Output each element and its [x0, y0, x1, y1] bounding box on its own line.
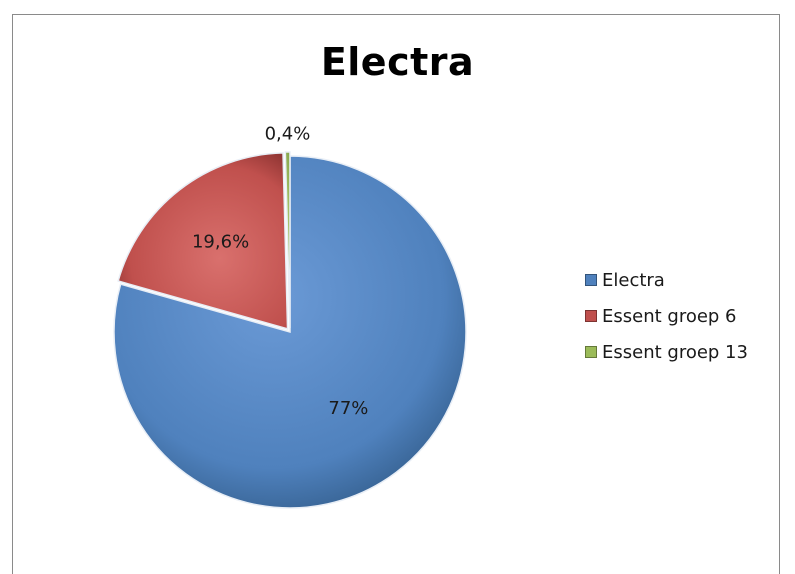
legend-label-essent-groep-6: Essent groep 6: [602, 305, 737, 327]
data-label-essent-groep-13: 0,4%: [265, 123, 311, 144]
chart-title: Electra: [320, 40, 475, 84]
data-label-electra: 77%: [328, 398, 368, 419]
legend-label-essent-groep-13: Essent groep 13: [602, 341, 748, 363]
legend-item-electra: Electra: [585, 268, 748, 292]
legend-swatch-essent-groep-6: [585, 310, 597, 322]
data-label-essent-groep-6: 19,6%: [192, 232, 249, 253]
legend-item-essent-groep-6: Essent groep 6: [585, 304, 748, 328]
pie-slice-essent-groep-13: [284, 151, 291, 329]
pie-slice-essent-groep-6: [117, 152, 289, 330]
legend-label-electra: Electra: [602, 269, 665, 291]
legend: Electra Essent groep 6 Essent groep 13: [585, 268, 748, 376]
legend-item-essent-groep-13: Essent groep 13: [585, 340, 748, 364]
pie-chart: 77% 19,6% 0,4%: [113, 123, 467, 509]
pie-slices: [113, 151, 467, 509]
pie-slice-electra: [113, 155, 467, 509]
legend-swatch-electra: [585, 274, 597, 286]
pie-data-labels: 77% 19,6% 0,4%: [192, 123, 368, 419]
legend-swatch-essent-groep-13: [585, 346, 597, 358]
